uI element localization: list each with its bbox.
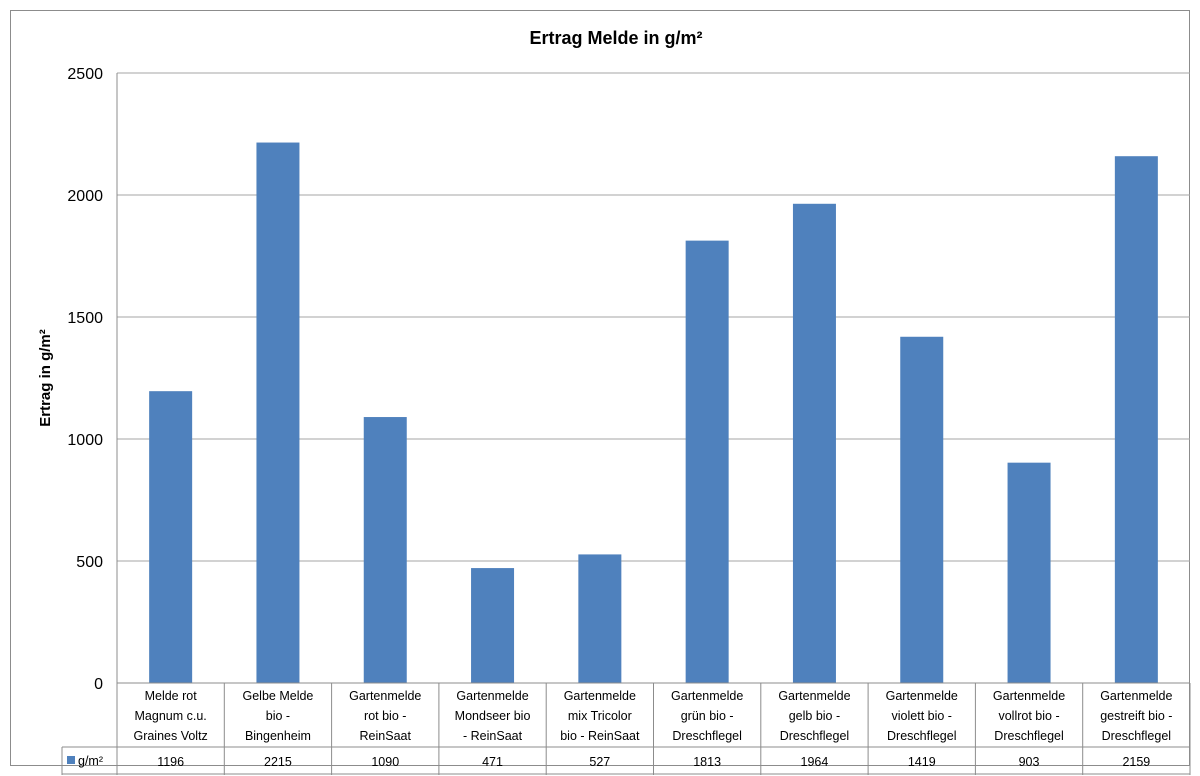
- bar: [578, 554, 622, 683]
- y-tick-label: 1500: [67, 310, 103, 327]
- category-label: Gartenmelde mix Tricolor bio - ReinSaat: [560, 689, 640, 743]
- data-label: 471: [482, 755, 503, 769]
- data-label: 2159: [1122, 755, 1150, 769]
- category-label: Melde rot Magnum c.u. Graines Voltz: [133, 689, 207, 743]
- category-label: Gartenmelde vollrot bio -Dreschflegel: [993, 689, 1065, 743]
- data-label: 903: [1019, 755, 1040, 769]
- legend-label: g/m²: [78, 754, 103, 768]
- y-axis-ticks: 0 500 1000 1500 2000 2500: [67, 66, 103, 693]
- y-tick-label: 2500: [67, 66, 103, 83]
- data-table: Melde rot Magnum c.u. Graines Voltz Gelbe M…: [61, 682, 1191, 775]
- bar: [256, 142, 300, 684]
- data-label: 1090: [371, 755, 399, 769]
- chart-title: Ertrag Melde in g/m²: [529, 28, 702, 48]
- category-label: Gartenmelde grün bio -Dreschflegel: [671, 689, 743, 743]
- y-tick-label: 1000: [67, 432, 103, 449]
- data-label: 527: [589, 755, 610, 769]
- category-label: Gelbe Melde bio -Bingenheim: [243, 689, 314, 743]
- y-tick-label: 0: [94, 676, 103, 693]
- category-label: Gartenmelde gelb bio -Dreschflegel: [778, 689, 850, 743]
- bar: [471, 568, 515, 683]
- bar: [900, 336, 944, 683]
- y-tick-label: 2000: [67, 188, 103, 205]
- data-label: 1964: [801, 755, 829, 769]
- data-label: 1813: [693, 755, 721, 769]
- y-axis-label: Ertrag in g/m²: [37, 329, 54, 427]
- bar: [792, 203, 836, 683]
- legend-key: [67, 756, 75, 764]
- bar: [363, 417, 407, 683]
- category-label: Gartenmelde violett bio -Dreschflegel: [886, 689, 958, 743]
- bar: [149, 391, 193, 683]
- category-label: Gartenmelde Mondseer bio - ReinSaat: [455, 689, 531, 743]
- data-label: 1196: [157, 755, 184, 769]
- data-label: 1419: [908, 755, 936, 769]
- category-label: Gartenmelde gestreift bio -Dreschflegel: [1100, 689, 1172, 743]
- category-label: Gartenmelde rot bio -ReinSaat: [349, 689, 421, 743]
- bar: [1007, 462, 1051, 683]
- bar: [685, 240, 729, 684]
- y-tick-label: 500: [76, 554, 103, 571]
- bars: [149, 142, 1158, 684]
- bar: [1114, 156, 1158, 684]
- data-label: 2215: [264, 755, 292, 769]
